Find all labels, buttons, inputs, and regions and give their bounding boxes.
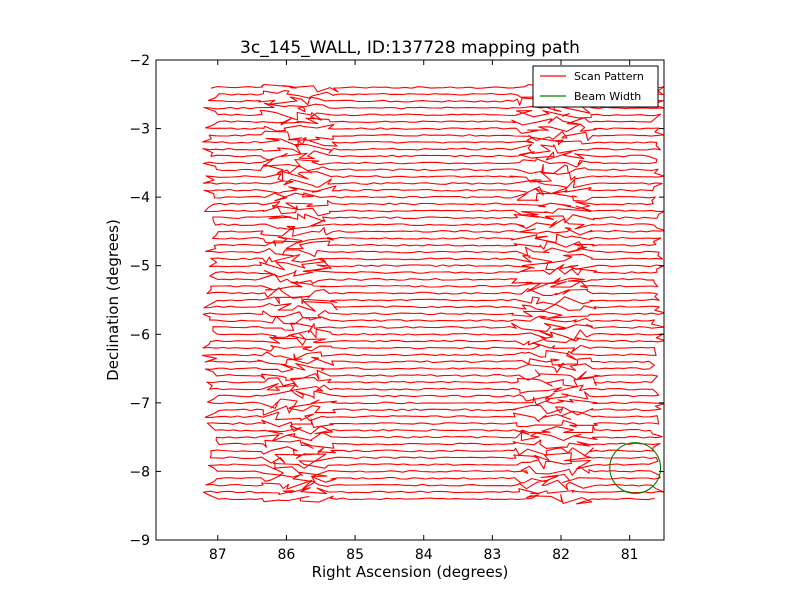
y-tick-label: −5 — [129, 259, 150, 275]
x-tick-label: 86 — [278, 547, 296, 563]
y-tick-label: −6 — [129, 327, 150, 343]
x-axis: 87 86 85 84 83 82 81 — [209, 60, 639, 563]
legend-scan-pattern-label: Scan Pattern — [574, 70, 644, 83]
beam-width-circle — [609, 442, 662, 494]
x-tick-label: 84 — [415, 547, 433, 563]
x-tick-label: 87 — [209, 547, 227, 563]
y-tick-label: −4 — [129, 190, 150, 206]
y-tick-label: −7 — [129, 396, 150, 412]
x-tick-label: 82 — [552, 547, 570, 563]
legend-box — [532, 65, 659, 108]
x-tick-label: 85 — [346, 547, 364, 563]
x-tick-label: 83 — [483, 547, 501, 563]
plot-data — [201, 82, 664, 505]
y-axis: −9 −8 −7 −6 −5 −4 −3 −2 — [129, 53, 664, 549]
x-axis-title: Right Ascension (degrees) — [312, 563, 509, 581]
legend-beam-width-label: Beam Width — [574, 90, 641, 103]
x-tick-label: 81 — [621, 547, 639, 563]
y-axis-title: Declination (degrees) — [104, 219, 122, 381]
legend: Scan Pattern Beam Width — [532, 65, 659, 108]
y-tick-label: −8 — [129, 464, 150, 480]
chart-title: 3c_145_WALL, ID:137728 mapping path — [240, 38, 580, 58]
scan-pattern-line — [201, 82, 664, 505]
y-tick-label: −3 — [129, 122, 150, 138]
plot-frame — [155, 59, 665, 541]
y-tick-label: −2 — [129, 53, 150, 69]
y-tick-label: −9 — [129, 533, 150, 549]
